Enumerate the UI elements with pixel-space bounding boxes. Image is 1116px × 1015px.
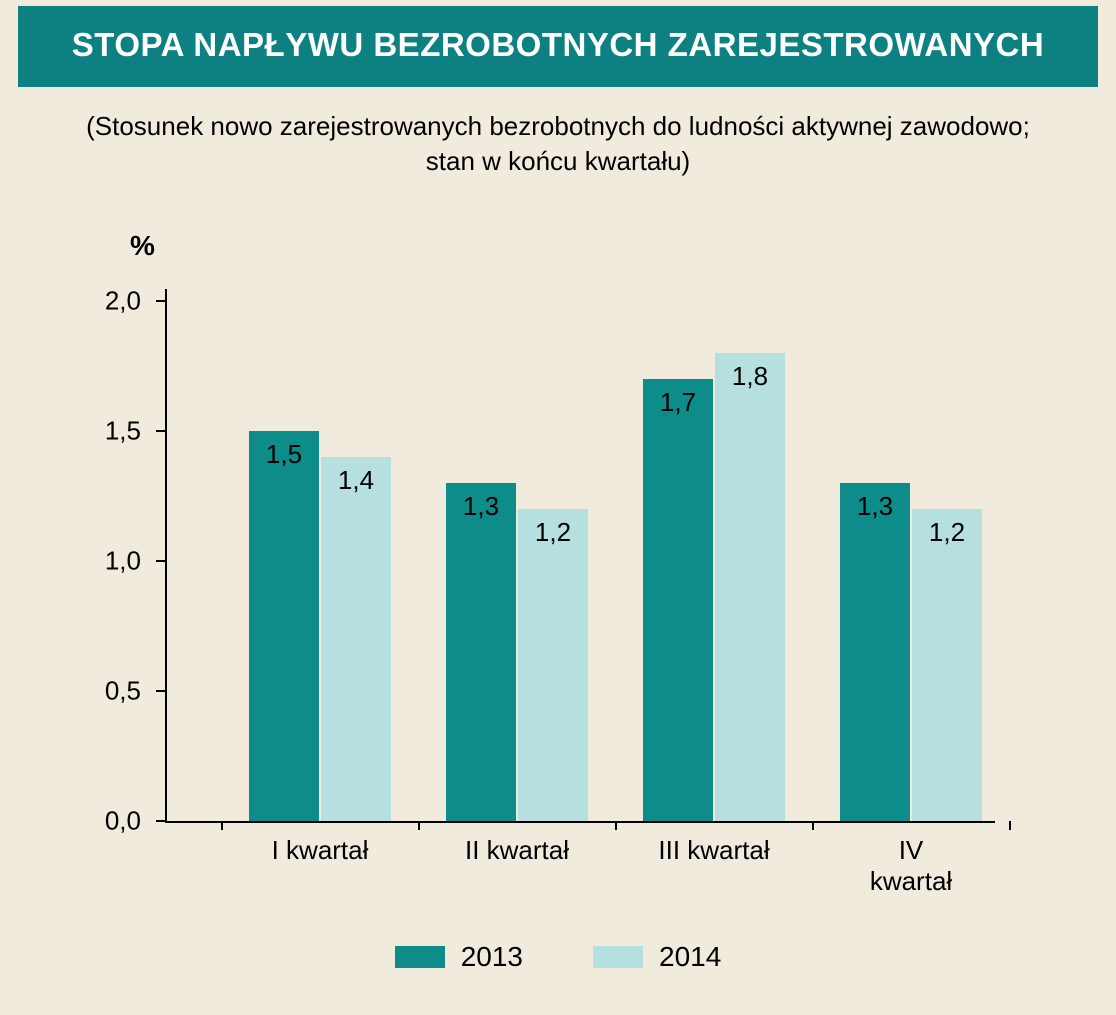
y-tick <box>156 560 165 562</box>
y-tick-label: 0,0 <box>61 806 141 837</box>
x-axis <box>165 821 995 823</box>
bar-2013 <box>446 483 516 821</box>
chart-card: STOPA NAPŁYWU BEZROBOTNYCH ZAREJESTROWAN… <box>0 6 1116 1015</box>
y-axis-unit: % <box>130 230 155 262</box>
x-tick <box>615 821 617 830</box>
chart-legend: 2013 2014 <box>0 941 1116 973</box>
bar-value-label: 1,3 <box>463 491 499 522</box>
bar-value-label: 1,2 <box>929 517 965 548</box>
bar-2014 <box>912 509 982 821</box>
y-tick <box>156 430 165 432</box>
bar-value-label: 1,7 <box>660 387 696 418</box>
bar-value-label: 1,5 <box>266 439 302 470</box>
legend-swatch-2014 <box>593 946 643 968</box>
x-category-label: III kwartał <box>658 835 769 866</box>
chart-plot-area: 0,00,51,01,52,01,51,4I kwartał1,31,2II k… <box>165 301 965 821</box>
legend-swatch-2013 <box>395 946 445 968</box>
x-category-label: I kwartał <box>272 835 369 866</box>
x-tick <box>812 821 814 830</box>
y-tick-label: 1,0 <box>61 546 141 577</box>
bar-2014 <box>518 509 588 821</box>
x-tick <box>418 821 420 830</box>
y-axis <box>165 289 167 821</box>
x-tick <box>1009 821 1011 830</box>
legend-label: 2014 <box>659 941 721 973</box>
page-title: STOPA NAPŁYWU BEZROBOTNYCH ZAREJESTROWAN… <box>18 6 1098 87</box>
y-tick <box>156 300 165 302</box>
legend-item-2014: 2014 <box>593 941 721 973</box>
bar-2013 <box>840 483 910 821</box>
chart-subtitle: (Stosunek nowo zarejestrowanych bezrobot… <box>60 109 1056 179</box>
x-category-label: II kwartał <box>465 835 569 866</box>
legend-label: 2013 <box>461 941 523 973</box>
bar-2014 <box>715 353 785 821</box>
bar-value-label: 1,3 <box>857 491 893 522</box>
y-tick-label: 0,5 <box>61 676 141 707</box>
bar-value-label: 1,8 <box>732 361 768 392</box>
bar-2013 <box>643 379 713 821</box>
y-tick <box>156 820 165 822</box>
y-tick <box>156 690 165 692</box>
x-category-label: IV kwartał <box>870 835 952 897</box>
bar-value-label: 1,4 <box>338 465 374 496</box>
legend-item-2013: 2013 <box>395 941 523 973</box>
bar-2014 <box>321 457 391 821</box>
bar-2013 <box>249 431 319 821</box>
y-tick-label: 2,0 <box>61 286 141 317</box>
bar-value-label: 1,2 <box>535 517 571 548</box>
x-tick <box>221 821 223 830</box>
y-tick-label: 1,5 <box>61 416 141 447</box>
